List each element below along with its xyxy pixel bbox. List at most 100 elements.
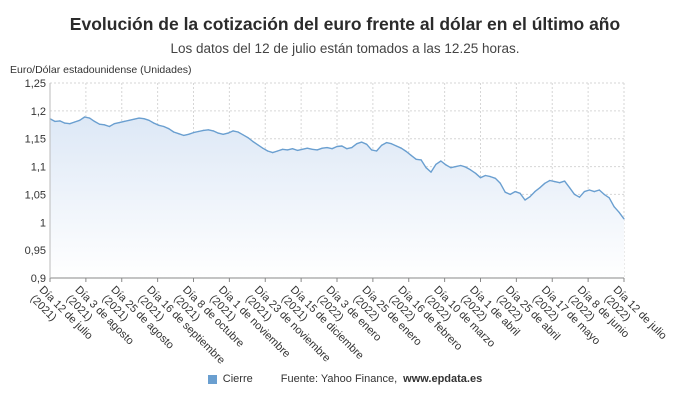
data-point-cierre [420,159,422,161]
y-tick-label: 0,95 [25,245,46,257]
data-point-cierre [108,125,110,128]
data-point-cierre [168,128,170,130]
chart-subtitle: Los datos del 12 de julio están tomados … [170,41,520,56]
data-point-cierre [484,174,486,177]
data-point-cierre [608,197,610,199]
y-axis-label: Euro/Dólar estadounidense (Unidades) [10,64,192,76]
data-point-cierre [539,187,541,189]
data-point-cierre [588,189,591,191]
data-point-cierre [465,166,467,168]
data-point-cierre [74,121,76,123]
data-point-cierre [291,148,294,150]
data-point-cierre [544,182,546,184]
data-point-cierre [405,150,407,153]
data-point-cierre [257,144,259,146]
data-point-cierre [395,145,397,147]
data-point-cierre [123,120,125,122]
data-point-cierre [277,150,279,152]
data-point-cierre [267,150,269,152]
data-point-cierre [217,132,219,134]
data-point-cierre [603,193,605,195]
data-point-cierre [351,147,353,149]
data-point-cierre [158,124,160,126]
data-point-cierre [138,117,140,119]
data-point-cierre [514,191,516,193]
data-point-cierre [573,193,576,195]
data-point-cierre [385,142,388,144]
data-point-cierre [69,123,71,125]
data-point-cierre [296,149,298,151]
data-point-cierre [549,179,551,182]
data-point-cierre [366,143,368,145]
data-point-cierre [326,147,328,149]
data-point-cierre [128,119,130,121]
data-point-cierre [460,164,462,167]
data-point-cierre [559,182,561,184]
data-point-cierre [103,124,105,126]
data-point-cierre [183,134,185,136]
axes-layer [49,83,625,282]
data-point-cierre [489,176,491,178]
data-point-cierre [89,117,91,119]
data-point-cierre [440,160,442,162]
series-area-cierre [50,117,624,278]
data-point-cierre [380,144,383,146]
data-point-cierre [361,141,363,143]
data-point-cierre [583,191,586,193]
data-point-cierre [272,152,274,154]
data-point-cierre [430,171,432,173]
data-point-cierre [148,119,150,121]
chart-title: Evolución de la cotización del euro fren… [69,14,621,34]
area-layer [50,117,624,278]
data-point-cierre [54,120,56,122]
data-point-cierre [598,189,600,191]
data-point-cierre [356,143,358,145]
data-point-cierre [301,148,303,150]
data-point-cierre [242,134,244,136]
data-point-cierre [202,129,204,131]
data-point-cierre [346,148,348,150]
data-point-cierre [593,191,595,193]
data-point-cierre [207,129,209,131]
data-point-cierre [153,122,155,124]
data-point-cierre [64,122,66,124]
data-point-cierre [188,133,190,135]
data-point-cierre [554,181,556,183]
data-point-cierre [118,122,120,124]
data-point-cierre [415,158,417,160]
data-point-cierre [237,131,239,133]
data-point-cierre [247,137,249,139]
data-point-cierre [564,180,566,182]
data-point-cierre [286,149,289,151]
y-tick-labels: 0,9 0,95 1 1,05 1,1 1,15 1,2 1,25 [25,78,46,285]
data-point-cierre [79,119,81,121]
data-point-cierre [178,133,180,135]
data-point-cierre [524,199,526,201]
source-link[interactable]: www.epdata.es [403,373,483,385]
source-text: Fuente: Yahoo Finance, [280,373,398,385]
data-point-cierre [445,164,447,166]
data-point-cierre [306,147,308,149]
y-tick-label: 1,25 [25,78,46,90]
data-point-cierre [232,130,234,132]
data-point-cierre [519,192,521,194]
data-point-cierre [252,140,254,143]
data-point-cierre [613,206,615,208]
data-point-cierre [143,118,145,120]
series-line-layer [49,116,625,220]
data-point-cierre [222,133,224,135]
data-point-cierre [529,196,531,198]
data-point-cierre [390,143,392,145]
data-point-cierre [578,196,581,198]
y-tick-label: 1,1 [31,162,46,174]
data-point-cierre [59,120,61,122]
data-point-cierre [262,147,264,149]
data-point-cierre [470,169,472,171]
data-point-cierre [509,193,511,195]
legend-label-cierre: Cierre [222,373,253,385]
data-point-cierre [321,147,323,149]
chart-footer: Cierre Fuente: Yahoo Finance, www.epdata… [0,373,690,385]
data-point-cierre [499,182,501,184]
data-point-cierre [376,150,378,152]
